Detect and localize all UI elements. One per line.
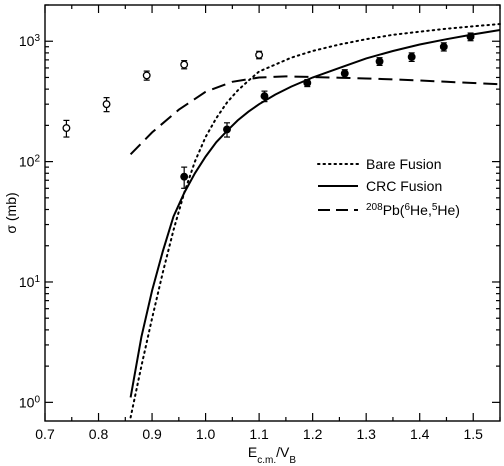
- x-axis-label: Ec.m./VB: [248, 444, 296, 466]
- y-tick-label: 100: [19, 394, 41, 411]
- data-point-open: [102, 100, 111, 109]
- legend: Bare Fusion CRC Fusion 208Pb(6He,5He): [317, 156, 460, 219]
- y-tick-label: 103: [19, 33, 41, 50]
- data-point-open: [255, 50, 264, 59]
- x-tick-label: 0.8: [89, 426, 109, 442]
- data-point-filled: [466, 32, 475, 41]
- x-tick-label: 1.3: [356, 426, 376, 442]
- plot-frame: [44, 4, 501, 422]
- data-point-open: [62, 124, 71, 133]
- y-axis: 100 101 102 103: [19, 4, 500, 411]
- series-line-1: [129, 29, 501, 398]
- x-tick-label: 1.5: [464, 426, 484, 442]
- legend-label-bare: Bare Fusion: [366, 156, 441, 172]
- data-point-filled: [180, 172, 189, 181]
- data-point-filled: [439, 42, 448, 51]
- y-tick-label: 101: [19, 273, 41, 290]
- data-point-filled: [375, 57, 384, 66]
- plot-area: [62, 23, 501, 419]
- series-line-0: [129, 23, 501, 419]
- data-point-filled: [407, 53, 416, 61]
- x-tick-label: 1.4: [410, 426, 430, 442]
- data-point-filled: [340, 69, 349, 78]
- x-tick-label: 0.9: [142, 426, 162, 442]
- y-tick-label: 102: [19, 153, 41, 170]
- data-point-filled: [303, 79, 312, 87]
- legend-label-transfer: 208Pb(6He,5He): [366, 202, 460, 219]
- x-axis: 0.7 0.8 0.9 1.0 1.1 1.2 1.3 1.4 1.5: [35, 5, 501, 442]
- data-point-filled: [223, 125, 231, 134]
- x-tick-label: 0.7: [35, 426, 55, 442]
- y-axis-label: σ (mb): [3, 192, 19, 233]
- data-point-open: [142, 71, 151, 80]
- x-tick-label: 1.1: [249, 426, 269, 442]
- data-point-open: [180, 60, 189, 69]
- x-tick-label: 1.2: [303, 426, 323, 442]
- series-line-2: [129, 75, 501, 156]
- legend-label-crc: CRC Fusion: [366, 178, 442, 194]
- x-tick-label: 1.0: [196, 426, 216, 442]
- data-point-filled: [260, 92, 269, 101]
